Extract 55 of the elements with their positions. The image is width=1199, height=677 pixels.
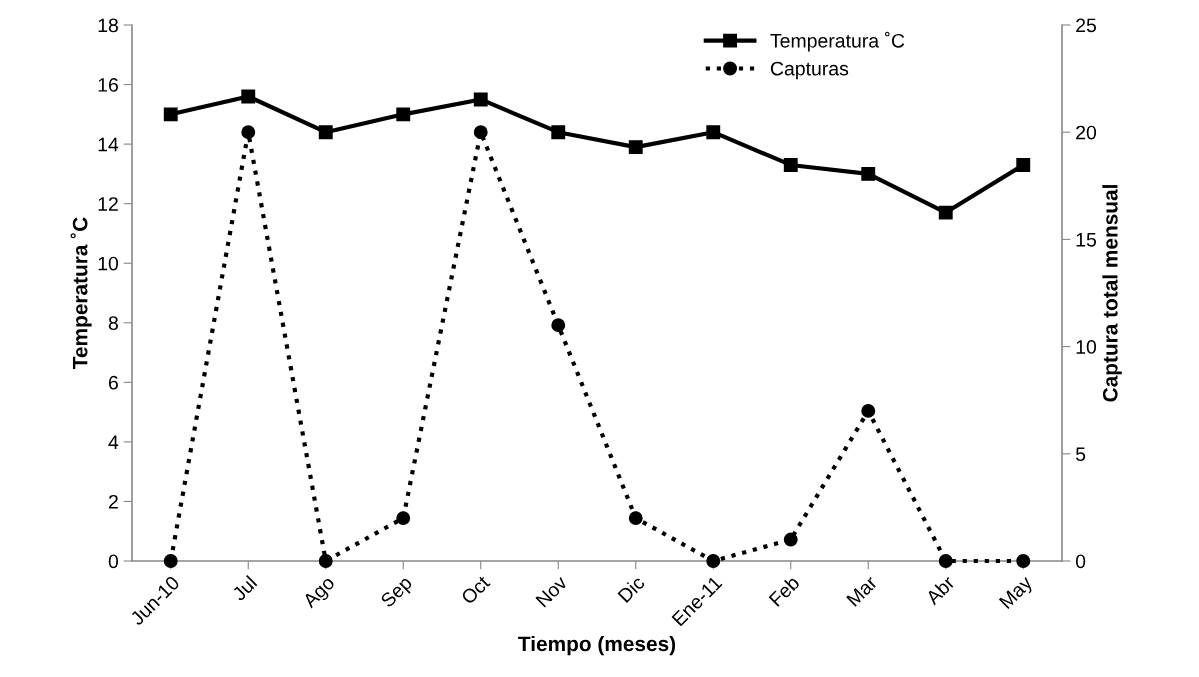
y-tick-label: 10 <box>98 256 119 271</box>
point <box>1016 554 1031 568</box>
x-tick-label: Abr <box>924 574 956 606</box>
y2-tick-label: 5 <box>1075 447 1086 462</box>
point <box>551 318 566 333</box>
x-tick-label: Jul <box>230 575 258 602</box>
x-tick-label: Oct <box>460 574 491 606</box>
point <box>551 125 566 140</box>
x-tick-label: May <box>998 574 1037 612</box>
y-tick-label: 16 <box>98 78 118 92</box>
point <box>396 107 411 122</box>
point <box>783 532 798 547</box>
point <box>1016 158 1031 172</box>
point <box>163 107 178 122</box>
point <box>241 89 256 104</box>
y-tick-label: 18 <box>98 18 118 33</box>
y2-tick-label: 0 <box>1075 554 1086 569</box>
x-axis-title: Tiempo (meses) <box>518 635 676 656</box>
point <box>706 554 721 568</box>
y-axis-title: Temperatura ˚C <box>70 217 92 369</box>
point <box>628 140 643 155</box>
y2-tick-label: 20 <box>1076 125 1097 140</box>
y-tick-label: 12 <box>98 197 118 211</box>
y2-tick-label: 10 <box>1076 340 1097 354</box>
point <box>938 205 953 220</box>
y-tick-label: 14 <box>98 137 119 152</box>
point <box>628 511 643 526</box>
point <box>473 92 488 107</box>
point <box>396 511 411 526</box>
point <box>938 554 953 568</box>
x-tick-label: Dic <box>617 574 646 604</box>
legend-label: Temperatura ˚C <box>770 31 905 52</box>
x-tick-label: Mar <box>846 574 879 607</box>
y2-tick-label: 25 <box>1076 18 1097 33</box>
x-tick-label: Ago <box>301 575 338 612</box>
point <box>706 125 721 140</box>
point <box>473 125 488 140</box>
point <box>783 158 798 172</box>
y2-axis-title: Captura total mensual <box>1102 185 1122 402</box>
point <box>861 166 876 181</box>
point <box>318 125 333 140</box>
y-tick-label: 8 <box>108 316 118 331</box>
legend-label: Capturas <box>770 61 849 80</box>
point <box>241 125 256 140</box>
y-tick-label: 4 <box>108 435 119 449</box>
y-tick-label: 2 <box>108 494 118 509</box>
y-tick-label: 0 <box>108 554 119 569</box>
point <box>163 554 178 568</box>
x-tick-label: Feb <box>768 574 801 607</box>
x-tick-label: Nov <box>535 574 569 608</box>
point <box>861 403 876 418</box>
y2-tick-label: 15 <box>1076 233 1097 247</box>
y-tick-label: 6 <box>108 375 118 390</box>
point <box>318 554 333 568</box>
x-tick-label: Sep <box>379 575 416 611</box>
